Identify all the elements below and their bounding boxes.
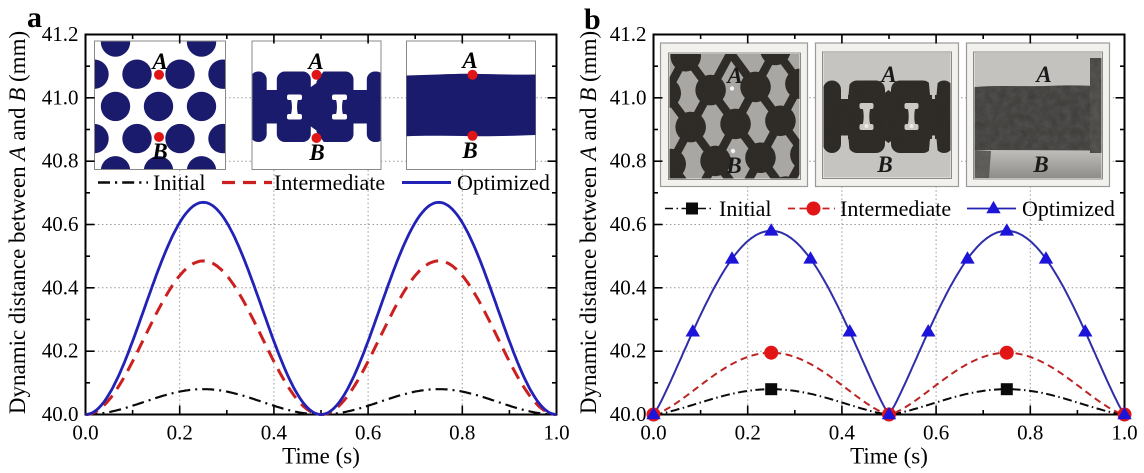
svg-text:A: A	[306, 49, 323, 74]
svg-text:40.8: 40.8	[610, 149, 647, 173]
svg-text:Initial: Initial	[153, 170, 206, 195]
svg-text:Dynamic distance between A and: Dynamic distance between A and B (mm)	[576, 31, 601, 414]
svg-text:Dynamic distance between A and: Dynamic distance between A and B (mm)	[5, 31, 30, 414]
svg-text:Time (s): Time (s)	[850, 444, 928, 469]
svg-text:41.2: 41.2	[610, 22, 647, 46]
svg-text:B: B	[151, 139, 167, 164]
svg-text:Optimized: Optimized	[457, 170, 550, 195]
svg-text:40.0: 40.0	[610, 402, 647, 426]
svg-text:A: A	[1034, 62, 1051, 87]
svg-text:0.4: 0.4	[829, 421, 856, 445]
svg-text:40.6: 40.6	[42, 212, 79, 236]
svg-text:0.8: 0.8	[449, 421, 475, 445]
svg-text:Time (s): Time (s)	[282, 444, 360, 469]
svg-text:Intermediate: Intermediate	[274, 170, 385, 195]
svg-text:Initial: Initial	[719, 196, 772, 221]
svg-text:41.0: 41.0	[42, 85, 79, 109]
svg-text:0.0: 0.0	[640, 421, 666, 445]
svg-text:B: B	[1032, 152, 1048, 177]
svg-text:40.8: 40.8	[42, 149, 79, 173]
svg-text:0.6: 0.6	[923, 421, 949, 445]
svg-text:1.0: 1.0	[1111, 421, 1137, 445]
svg-text:B: B	[725, 153, 741, 178]
svg-text:40.2: 40.2	[42, 339, 79, 363]
svg-text:1.0: 1.0	[543, 421, 569, 445]
svg-text:B: B	[461, 138, 477, 163]
svg-text:A: A	[460, 48, 477, 73]
svg-text:41.0: 41.0	[610, 85, 647, 109]
svg-text:A: A	[150, 49, 167, 74]
svg-text:b: b	[584, 3, 601, 36]
svg-text:0.8: 0.8	[1017, 421, 1043, 445]
svg-text:B: B	[876, 152, 892, 177]
svg-text:0.4: 0.4	[261, 421, 288, 445]
svg-text:40.4: 40.4	[610, 275, 647, 299]
svg-text:0.6: 0.6	[355, 421, 381, 445]
svg-text:A: A	[725, 63, 742, 88]
svg-text:40.4: 40.4	[42, 275, 79, 299]
svg-text:41.2: 41.2	[42, 22, 79, 46]
svg-text:0.0: 0.0	[72, 421, 98, 445]
svg-text:A: A	[879, 62, 896, 87]
svg-text:40.6: 40.6	[610, 212, 647, 236]
svg-text:0.2: 0.2	[167, 421, 193, 445]
svg-text:a: a	[27, 1, 42, 34]
svg-text:B: B	[308, 140, 324, 165]
svg-text:Intermediate: Intermediate	[840, 196, 951, 221]
svg-text:40.2: 40.2	[610, 339, 647, 363]
svg-text:40.0: 40.0	[42, 402, 79, 426]
svg-text:Optimized: Optimized	[1022, 196, 1115, 221]
svg-text:0.2: 0.2	[735, 421, 761, 445]
